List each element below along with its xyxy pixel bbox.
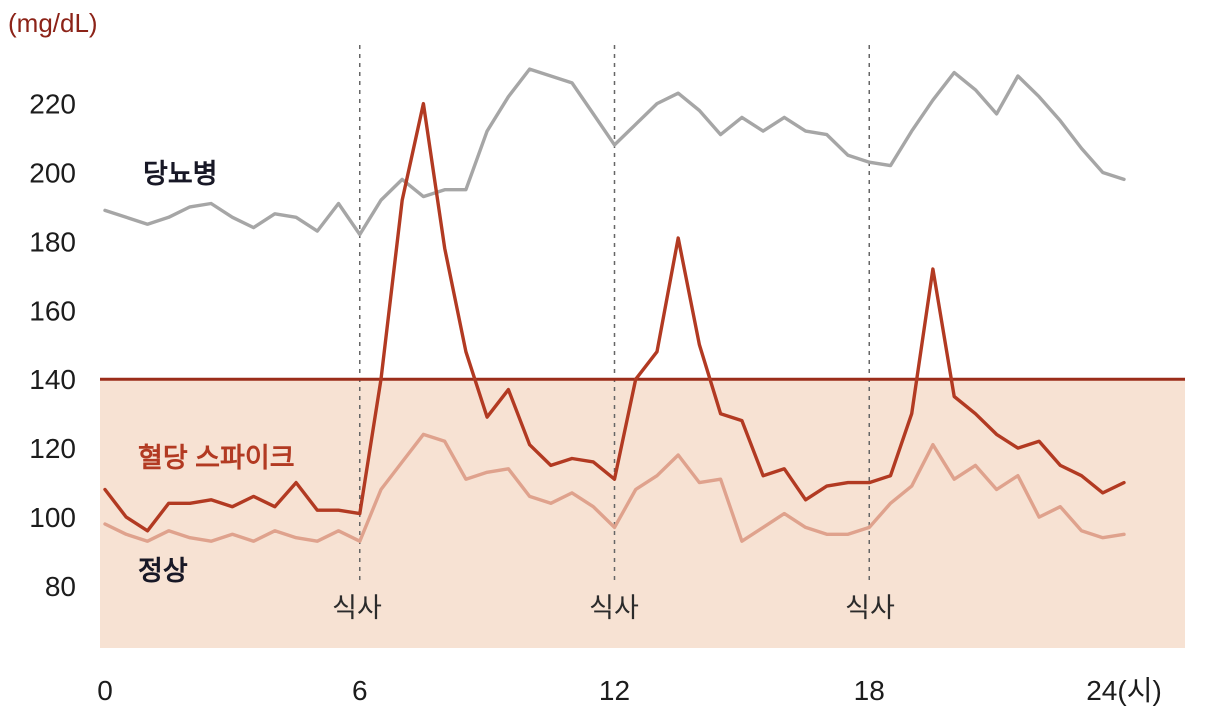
series-line-normal [103, 432, 1126, 543]
meal-label-3: 식사 [845, 593, 895, 623]
series-label-spike: 혈당 스파이크 [138, 443, 295, 473]
y-tick-label: 160 [29, 295, 76, 326]
y-tick-label: 120 [29, 433, 76, 464]
series-line-spike [103, 101, 1126, 533]
y-tick-label: 140 [29, 364, 76, 395]
x-tick-label: 0 [97, 675, 113, 706]
y-tick-label: 80 [45, 571, 76, 602]
x-tick-label: 12 [599, 675, 630, 706]
x-tick-label: 6 [352, 675, 368, 706]
y-tick-label: 100 [29, 502, 76, 533]
x-tick-label: 18 [854, 675, 885, 706]
meal-label-1: 식사 [332, 593, 382, 623]
series-line-diabetes [103, 67, 1126, 237]
series-label-diabetes: 당뇨병 [143, 159, 218, 189]
y-tick-label: 200 [29, 157, 76, 188]
below-threshold-shade [100, 379, 1185, 648]
y-tick-label: 220 [29, 89, 76, 120]
meal-label-2: 식사 [589, 593, 639, 623]
series-label-normal: 정상 [138, 556, 188, 586]
x-tick-label: 24(시) [1086, 675, 1162, 706]
y-axis-unit-label: (mg/dL) [8, 8, 98, 38]
y-tick-label: 180 [29, 226, 76, 257]
